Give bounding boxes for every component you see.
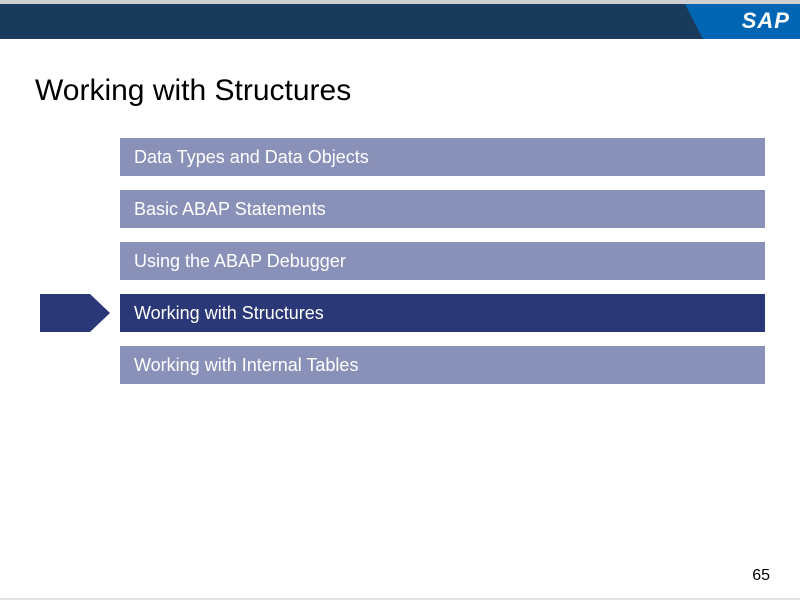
- logo-text: SAP: [742, 8, 790, 34]
- page-title: Working with Structures: [35, 74, 800, 108]
- nav-row: Basic ABAP Statements: [120, 190, 765, 228]
- nav-item[interactable]: Data Types and Data Objects: [120, 138, 765, 176]
- nav-item[interactable]: Working with Structures: [120, 294, 765, 332]
- nav-row: Working with Internal Tables: [120, 346, 765, 384]
- nav-row: Data Types and Data Objects: [120, 138, 765, 176]
- active-arrow-icon: [40, 294, 110, 332]
- nav-item-label: Using the ABAP Debugger: [134, 251, 346, 272]
- page-number: 65: [752, 567, 770, 585]
- nav-item-label: Data Types and Data Objects: [134, 147, 369, 168]
- nav-row: Working with Structures: [120, 294, 765, 332]
- nav-row: Using the ABAP Debugger: [120, 242, 765, 280]
- nav-list: Data Types and Data Objects Basic ABAP St…: [120, 138, 765, 384]
- header-bar: SAP: [0, 4, 800, 39]
- nav-item-label: Working with Internal Tables: [134, 355, 358, 376]
- nav-item[interactable]: Working with Internal Tables: [120, 346, 765, 384]
- nav-item[interactable]: Basic ABAP Statements: [120, 190, 765, 228]
- nav-item[interactable]: Using the ABAP Debugger: [120, 242, 765, 280]
- nav-item-label: Working with Structures: [134, 303, 324, 324]
- nav-item-label: Basic ABAP Statements: [134, 199, 326, 220]
